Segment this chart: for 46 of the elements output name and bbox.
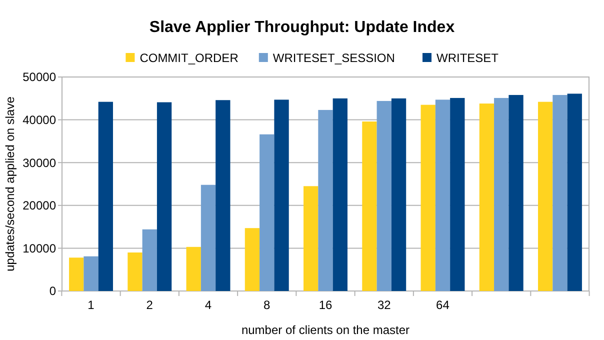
- chart-title: Slave Applier Throughput: Update Index: [149, 19, 455, 36]
- bar: [98, 102, 113, 291]
- bar: [200, 184, 216, 291]
- bar: [362, 122, 377, 291]
- legend-label: WRITESET_SESSION: [272, 51, 395, 65]
- bar: [216, 100, 230, 291]
- bar: [156, 102, 172, 291]
- x-tick-label: 4: [204, 298, 212, 312]
- bar: [538, 102, 553, 291]
- bar: [69, 258, 84, 291]
- bar: [260, 134, 274, 291]
- bar: [376, 100, 392, 291]
- bar: [479, 104, 494, 291]
- bar: [84, 256, 98, 291]
- bar: [435, 100, 450, 291]
- y-tick-label: 10000: [22, 241, 56, 256]
- x-tick-label: 2: [146, 298, 154, 312]
- bar: [552, 94, 568, 291]
- bar: [567, 94, 582, 291]
- bar: [274, 100, 289, 291]
- bar: [186, 246, 201, 291]
- legend-label: WRITESET: [436, 51, 500, 65]
- y-tick-label: 0: [49, 284, 56, 298]
- x-tick-label: 8: [264, 298, 271, 312]
- bar: [304, 186, 318, 291]
- y-axis-title: updates/second applied on slave: [3, 96, 17, 272]
- legend-label: COMMIT_ORDER: [140, 51, 239, 65]
- bar: [142, 229, 157, 291]
- bar: [318, 110, 333, 291]
- bar: [494, 98, 509, 291]
- x-tick-label: 16: [318, 298, 332, 312]
- x-tick-label: 1: [88, 298, 95, 312]
- bar: [420, 104, 436, 291]
- y-tick-label: 50000: [22, 70, 56, 84]
- x-tick-label: 64: [436, 298, 450, 312]
- bar: [391, 98, 406, 291]
- bar: [332, 98, 348, 291]
- x-tick-label: 32: [377, 298, 392, 312]
- y-tick-label: 30000: [22, 156, 56, 170]
- bar: [508, 94, 524, 291]
- x-axis-title: number of clients on the master: [241, 323, 410, 337]
- y-tick-label: 20000: [22, 198, 56, 213]
- bar: [128, 252, 142, 291]
- y-tick-label: 40000: [22, 113, 56, 127]
- bar: [244, 228, 260, 291]
- bar: [450, 98, 465, 291]
